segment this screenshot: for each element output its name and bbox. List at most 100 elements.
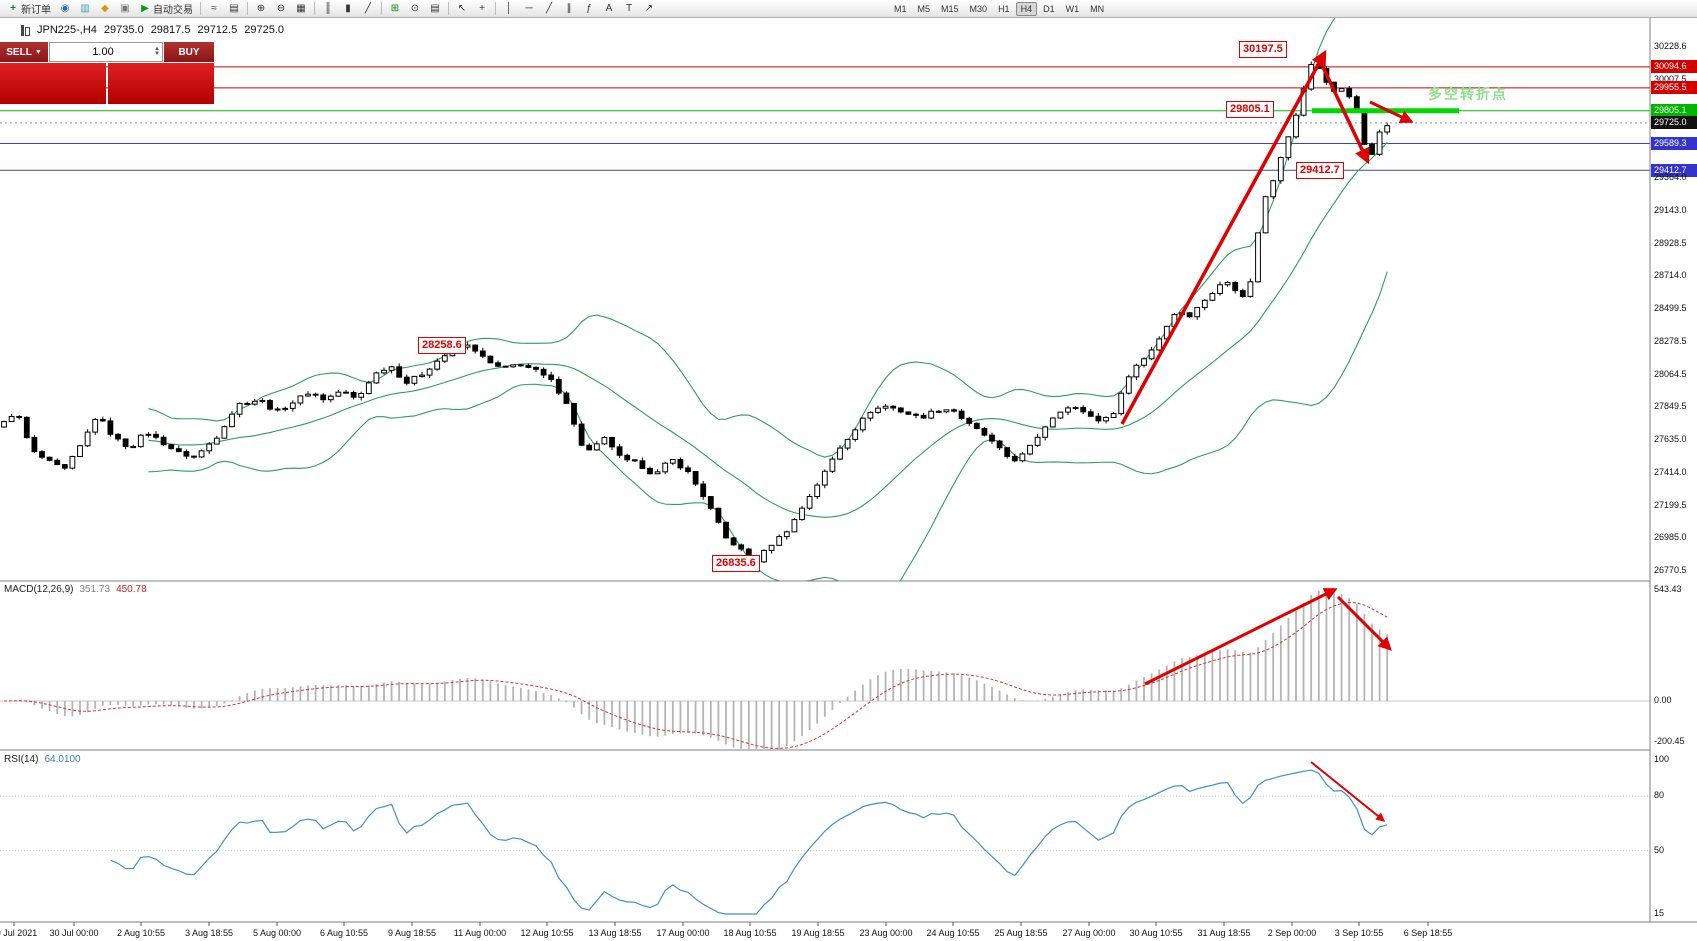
text-button[interactable]: A	[599, 0, 619, 17]
timeframe-m15-button[interactable]: M15	[941, 3, 959, 14]
timeframe-h4-button[interactable]: H4	[1015, 1, 1038, 16]
fibonacci-button[interactable]: ƒ	[579, 0, 599, 17]
trend-arrow[interactable]	[1120, 49, 1327, 425]
spinner-up-icon[interactable]: ▲	[154, 46, 160, 52]
toolbar-separator	[200, 2, 201, 15]
label-button[interactable]: T	[619, 0, 639, 17]
macd-pane	[0, 590, 1650, 749]
bollinger-upper	[148, 18, 1336, 458]
ohlc-close: 29725.0	[244, 24, 284, 36]
bar-chart-button[interactable]: ║	[318, 0, 338, 17]
text-icon: A	[605, 2, 613, 14]
toolbar-button-label: 新订单	[21, 5, 51, 16]
line-chart-button[interactable]: ╱	[358, 0, 378, 17]
new-chart-button[interactable]: ⊞	[385, 0, 405, 17]
chart-ohlc-title: JPN225-,H4 29735.0 29817.5 29712.5 29725…	[20, 24, 284, 36]
terminal-icon: ▣	[120, 2, 130, 14]
macd-main-value: 351.73	[79, 584, 111, 595]
crosshair-icon: +	[479, 2, 485, 14]
sell-price-button[interactable]	[0, 63, 106, 104]
play-icon: ▶	[141, 2, 149, 14]
zoom-out-button[interactable]: ⊖	[271, 0, 291, 17]
timeframe-m5-button[interactable]: M5	[917, 3, 931, 14]
line-icon: ╱	[364, 2, 372, 14]
channel-button[interactable]: ∥	[559, 0, 579, 17]
toolbar-separator	[448, 2, 449, 15]
timeframe-w1-button[interactable]: W1	[1065, 3, 1080, 14]
label-icon: T	[625, 2, 633, 14]
bars-icon: ║	[324, 2, 332, 14]
navigator-icon: ◆	[101, 2, 109, 14]
symbol-period: JPN225-,H4	[37, 24, 97, 36]
data-window-icon: ▥	[80, 2, 90, 14]
navigator-button[interactable]: ◆	[95, 0, 115, 17]
bollinger-middle	[148, 141, 1388, 518]
zoom-in-button[interactable]: ⊕	[251, 0, 271, 17]
trend-arrow[interactable]	[1336, 595, 1392, 651]
buy-button-label: BUY	[178, 46, 200, 58]
template-icon: ▤	[430, 2, 440, 14]
timeframe-m30-button[interactable]: M30	[969, 3, 988, 14]
tile-icon: ▦	[296, 2, 306, 14]
indicators-button[interactable]: ≈	[204, 0, 224, 17]
toolbar-separator	[247, 2, 248, 15]
new-order-icon: +	[10, 2, 16, 14]
time-axis[interactable]	[0, 922, 1650, 941]
macd-histogram	[10, 590, 1389, 749]
channel-icon: ∥	[566, 2, 572, 14]
cursor-icon: ↖	[457, 2, 467, 14]
auto-trading-button[interactable]: ▶ 自动交易	[135, 0, 197, 17]
trend-arrow[interactable]	[1369, 100, 1414, 124]
timeframe-m1-button[interactable]: M1	[894, 3, 907, 14]
buy-price-button[interactable]	[108, 63, 214, 104]
vline-icon: │	[505, 2, 513, 14]
toolbar-separator	[381, 2, 382, 15]
periods-button[interactable]: ▤	[224, 0, 244, 17]
new-order-button[interactable]: + 新订单	[3, 0, 55, 17]
profiles-button[interactable]: ⊙	[405, 0, 425, 17]
tile-windows-button[interactable]: ▦	[291, 0, 311, 17]
new-chart-icon: ⊞	[390, 2, 400, 14]
terminal-button[interactable]: ▣	[115, 0, 135, 17]
indicator-icon: ≈	[211, 2, 217, 14]
fibo-icon: ƒ	[586, 2, 592, 14]
trendline-button[interactable]: ╱	[539, 0, 559, 17]
candlesticks	[1, 61, 1391, 563]
annotations-layer	[1120, 49, 1459, 822]
one-click-trade-panel: SELL ▼ 1.00 ▲ ▼ BUY	[0, 42, 214, 104]
arrows-icon: ↗	[644, 2, 654, 14]
crosshair-button[interactable]: +	[472, 0, 492, 17]
hline-icon: ─	[525, 2, 533, 14]
sell-button[interactable]: SELL ▼	[0, 42, 48, 62]
market-watch-button[interactable]: ◉	[55, 0, 75, 17]
cursor-button[interactable]: ↖	[452, 0, 472, 17]
price-scale[interactable]	[1651, 18, 1697, 922]
horizontal-line-button[interactable]: ─	[519, 0, 539, 17]
trend-arrow[interactable]	[1144, 588, 1338, 686]
macd-indicator-label: MACD(12,26,9) 351.73 450.78	[4, 584, 147, 595]
trend-arrow[interactable]	[1310, 761, 1386, 822]
timeframe-mn-button[interactable]: MN	[1090, 3, 1105, 14]
zoom-in-icon: ⊕	[256, 2, 266, 14]
timeframe-group: M1 M5 M15 M30 H1 H4 D1 W1 MN	[889, 1, 1109, 16]
rsi-value: 64.0100	[44, 754, 81, 765]
buy-button[interactable]: BUY	[164, 42, 214, 62]
templates-button[interactable]: ▤	[425, 0, 445, 17]
data-window-button[interactable]: ▥	[75, 0, 95, 17]
candle-chart-button[interactable]: ▮	[338, 0, 358, 17]
trend-arrow[interactable]	[1320, 64, 1370, 165]
zoom-out-icon: ⊖	[276, 2, 286, 14]
vertical-line-button[interactable]: │	[499, 0, 519, 17]
clock-icon: ⊙	[410, 2, 420, 14]
spinner-down-icon[interactable]: ▼	[154, 51, 160, 57]
candle-icon	[20, 24, 30, 36]
volume-spinner[interactable]: ▲ ▼	[154, 46, 160, 57]
toolbar-button-label: 自动交易	[153, 5, 193, 16]
timeframe-d1-button[interactable]: D1	[1043, 3, 1055, 14]
volume-input[interactable]: 1.00 ▲ ▼	[49, 42, 163, 62]
arrow-tools-button[interactable]: ↗	[639, 0, 659, 17]
timeframe-h1-button[interactable]: H1	[998, 3, 1010, 14]
macd-signal-line	[3, 601, 1388, 749]
